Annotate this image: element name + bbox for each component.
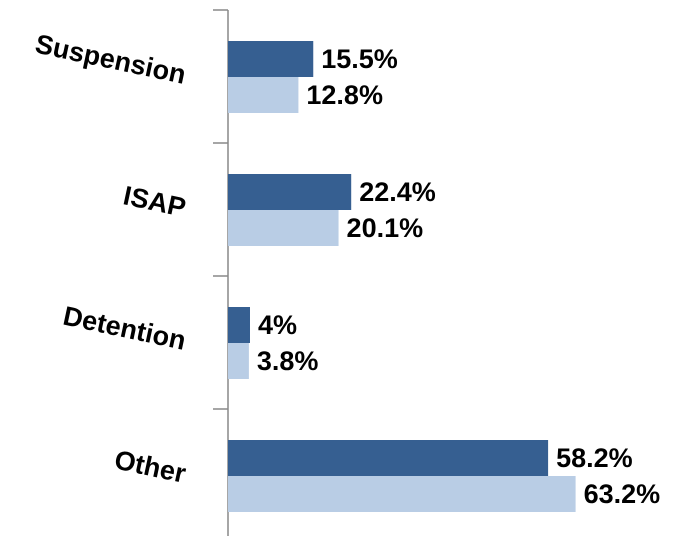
bar (228, 476, 576, 512)
bar (228, 343, 249, 379)
value-label: 15.5% (321, 44, 398, 74)
bar (228, 77, 299, 113)
bar (228, 210, 339, 246)
bar (228, 440, 549, 476)
value-label: 4% (258, 310, 297, 340)
category-label: Detention (60, 301, 188, 356)
value-label: 58.2% (556, 443, 633, 473)
value-label: 3.8% (257, 346, 319, 376)
value-label: 22.4% (359, 177, 436, 207)
category-label: Suspension (33, 29, 189, 90)
bar (228, 41, 314, 77)
value-label: 20.1% (347, 213, 424, 243)
value-label: 63.2% (584, 479, 661, 509)
category-label: Other (112, 445, 189, 489)
category-label: ISAP (121, 180, 189, 222)
value-label: 12.8% (306, 80, 383, 110)
bar (228, 174, 352, 210)
bar (228, 307, 250, 343)
